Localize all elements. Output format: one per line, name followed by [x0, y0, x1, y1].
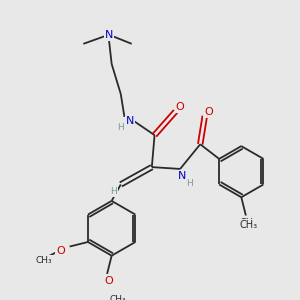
Text: H: H — [117, 123, 124, 132]
Text: N: N — [126, 116, 134, 126]
Text: O: O — [204, 107, 213, 117]
Text: O: O — [56, 246, 65, 256]
Text: O: O — [104, 276, 113, 286]
Text: N: N — [178, 171, 186, 181]
Text: CH₃: CH₃ — [110, 295, 126, 300]
Text: H: H — [110, 187, 117, 196]
Text: N: N — [105, 30, 113, 40]
Text: H: H — [186, 179, 193, 188]
Text: O: O — [176, 102, 184, 112]
Text: CH₃: CH₃ — [240, 218, 258, 228]
Text: CH₃: CH₃ — [36, 256, 52, 265]
Text: CH₃: CH₃ — [240, 220, 258, 230]
